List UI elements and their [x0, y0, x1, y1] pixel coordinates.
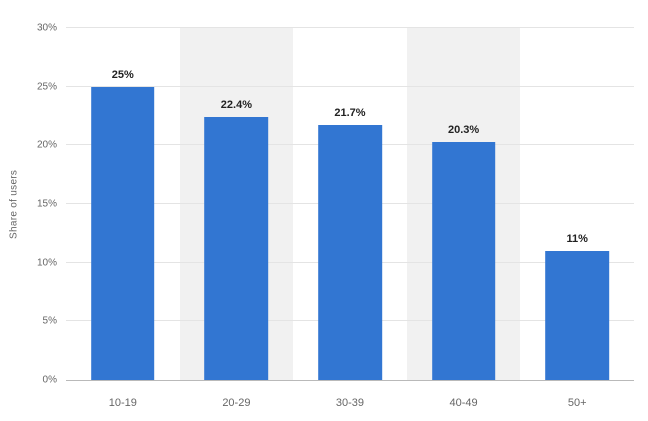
y-tick-label: 10% — [36, 257, 57, 269]
y-axis-title: Share of users — [8, 169, 20, 240]
bar-column: 20.3% — [407, 28, 521, 380]
bar-value-label: 11% — [566, 232, 588, 245]
x-tick-label: 30-39 — [335, 397, 365, 409]
bar-value-label: 25% — [111, 68, 134, 81]
y-tick-label: 0% — [42, 374, 57, 386]
bar-column: 22.4% — [180, 28, 294, 380]
bar-column: 11% — [520, 28, 634, 380]
bar: 25% — [90, 69, 155, 380]
x-tick-label: 20-29 — [222, 397, 251, 409]
gridline — [66, 85, 634, 87]
bar-columns: 25% 22.4% 21.7% 20.3% 11% — [66, 28, 634, 380]
x-axis-labels: 10-19 20-29 30-39 40-49 50+ — [66, 397, 634, 409]
bar: 22.4% — [204, 99, 269, 380]
gridline — [66, 27, 634, 28]
bar: 11% — [545, 233, 609, 380]
plot-area: 0% 5% 10% 15% 20% 25% 30% 25% 22.4% 21.7% 20.3% 11% — [37, 23, 634, 386]
bar-value-label: 22.4% — [220, 99, 252, 112]
y-tick-label: 20% — [36, 139, 57, 151]
bar: 20.3% — [431, 124, 496, 380]
y-tick-label: 25% — [36, 81, 57, 93]
x-tick-label: 10-19 — [108, 397, 137, 409]
bar-column: 21.7% — [293, 28, 407, 380]
bar-value-label: 20.3% — [447, 123, 480, 136]
bar-column: 25% — [66, 28, 180, 380]
bar: 21.7% — [318, 107, 382, 380]
x-tick-label: 40-49 — [449, 397, 478, 409]
y-tick-label: 30% — [36, 22, 57, 34]
y-tick-label: 5% — [42, 315, 57, 327]
bar-value-label: 21.7% — [334, 107, 366, 120]
x-tick-label: 50+ — [567, 397, 587, 409]
y-tick-label: 15% — [36, 198, 57, 210]
